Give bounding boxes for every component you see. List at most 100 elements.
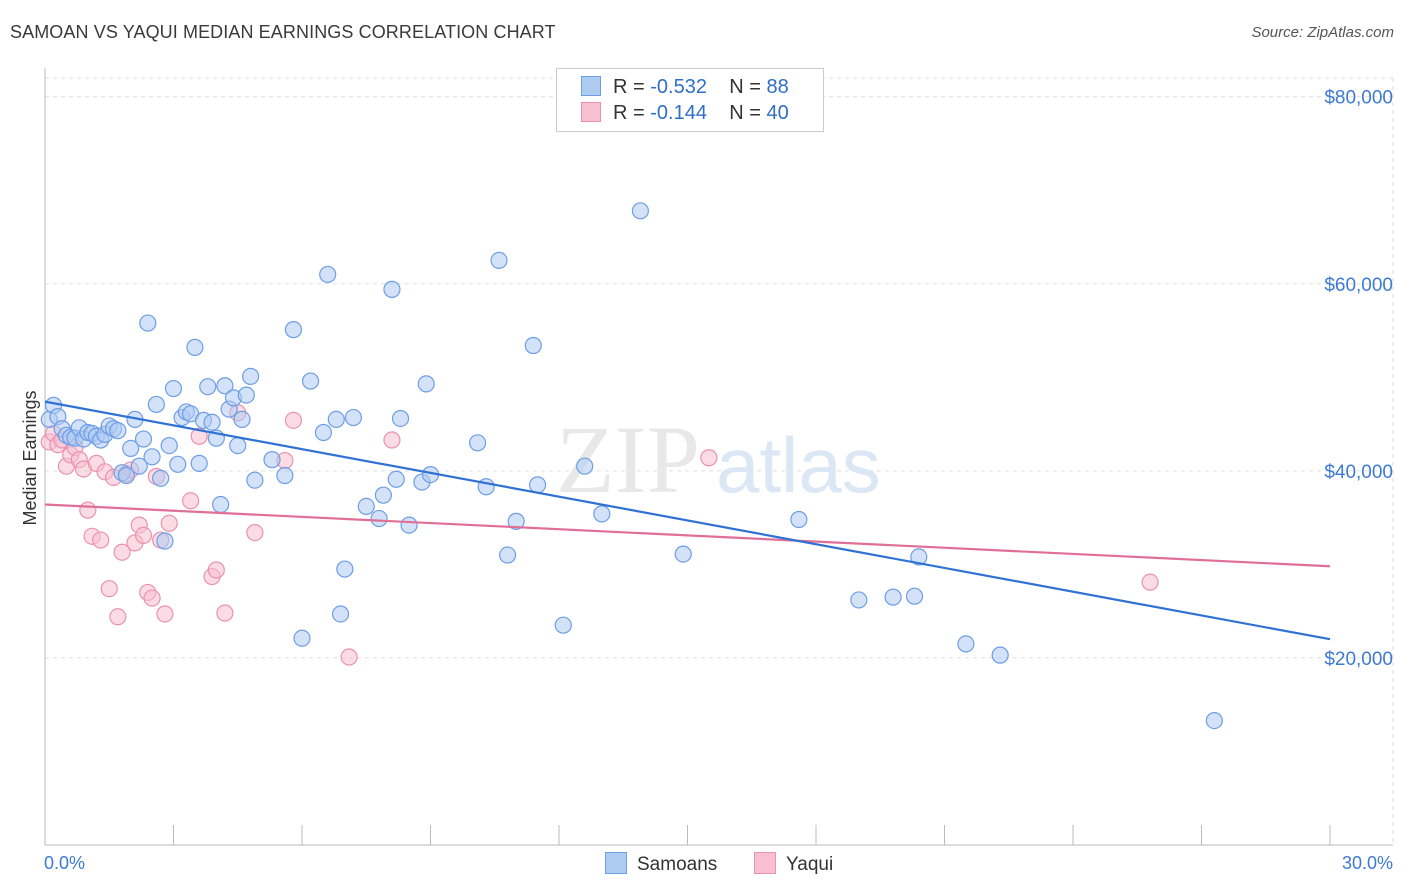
legend-row-samoans: R = -0.532 N = 88 [581, 76, 789, 100]
chart-title: SAMOAN VS YAQUI MEDIAN EARNINGS CORRELAT… [10, 22, 556, 42]
legend-row-yaqui: R = -0.144 N = 40 [581, 102, 789, 126]
samoan-point [991, 646, 1009, 664]
y-tick-label: $80,000 [1324, 88, 1393, 109]
yaqui-point [79, 501, 97, 519]
samoan-point [190, 454, 208, 472]
samoan-point [139, 314, 157, 332]
samoan-point [263, 451, 281, 469]
samoan-point [327, 410, 345, 429]
samoan-point [314, 423, 333, 442]
samoan-point [524, 336, 542, 355]
samoan-point [143, 448, 161, 466]
y-tick-labels: $20,000 $40,000 $60,000 $80,000 [1324, 88, 1393, 670]
samoan-point [374, 486, 392, 504]
yaqui-point [156, 605, 174, 623]
samoans-r-value: -0.532 [650, 76, 707, 98]
yaqui-legend-swatch [754, 852, 776, 874]
samoan-point [156, 532, 174, 550]
samoans-trend-line [44, 400, 1331, 641]
y-axis-label: Median Earnings [20, 390, 40, 525]
yaqui-point [134, 526, 153, 544]
samoan-point [237, 386, 255, 404]
samoan-point [850, 591, 868, 609]
yaqui-trend-line [44, 503, 1331, 568]
samoan-point [242, 367, 260, 385]
yaqui-n-value: 40 [766, 102, 789, 124]
samoan-point [164, 379, 183, 398]
samoan-point [233, 410, 251, 429]
n-label: N = [729, 102, 761, 124]
legend-item-yaqui[interactable]: Yaqui [754, 852, 833, 876]
samoan-point [957, 635, 975, 653]
samoan-point [122, 439, 140, 458]
legend-item-samoans[interactable]: Samoans [605, 852, 717, 876]
yaqui-point [92, 531, 110, 549]
samoan-point [109, 422, 127, 440]
y-tick-label: $60,000 [1324, 275, 1393, 296]
samoan-point [199, 378, 217, 396]
samoan-point [169, 455, 187, 473]
yaqui-point [113, 543, 131, 561]
samoan-point [160, 436, 178, 455]
r-label: R = [613, 102, 645, 124]
trend-lines [44, 400, 1331, 641]
r-label: R = [613, 76, 645, 98]
yaqui-point [109, 608, 127, 626]
samoan-point [499, 546, 517, 564]
yaqui-points [40, 404, 1159, 666]
samoans-swatch [581, 76, 601, 96]
samoan-point [212, 495, 230, 514]
samoan-point [593, 505, 611, 523]
samoan-point [336, 560, 354, 578]
yaqui-point [143, 589, 161, 607]
yaqui-point [383, 431, 401, 449]
samoan-point [490, 251, 508, 269]
samoan-point [554, 616, 572, 634]
x-tick-label-min: 0.0% [44, 853, 85, 873]
samoan-point [905, 587, 924, 605]
samoan-point [391, 409, 410, 428]
y-tick-label: $40,000 [1324, 462, 1393, 483]
yaqui-legend-label: Yaqui [786, 854, 834, 875]
samoan-point [417, 375, 435, 393]
samoan-point [293, 629, 311, 647]
samoan-point [387, 470, 405, 488]
samoan-point [130, 457, 148, 475]
samoan-point [400, 516, 418, 534]
watermark-atlas: atlas [716, 421, 881, 509]
samoan-point [319, 265, 337, 284]
yaqui-point [700, 449, 718, 467]
samoan-point [507, 512, 525, 530]
samoan-point [631, 202, 649, 220]
yaqui-point [207, 561, 225, 579]
yaqui-point [160, 514, 178, 532]
samoan-point [1205, 711, 1223, 730]
yaqui-point [1141, 573, 1159, 591]
yaqui-point [182, 492, 200, 510]
yaqui-point [284, 411, 303, 429]
watermark-zip: ZIP [556, 406, 700, 513]
samoan-point [276, 466, 294, 485]
samoan-points [40, 202, 1223, 730]
yaqui-swatch [581, 102, 601, 122]
samoan-point [357, 497, 375, 515]
samoans-legend-label: Samoans [637, 854, 718, 875]
samoan-point [117, 466, 135, 485]
yaqui-r-value: -0.144 [650, 102, 707, 124]
samoan-point [216, 377, 234, 395]
watermark: ZIP atlas [556, 406, 881, 513]
samoan-point [344, 408, 362, 427]
n-label: N = [729, 76, 761, 98]
samoan-point [910, 548, 928, 566]
samoan-point [383, 280, 401, 298]
samoan-point [884, 588, 902, 606]
samoan-point [674, 545, 692, 563]
y-tick-label: $20,000 [1324, 649, 1393, 670]
samoan-point [203, 413, 221, 431]
correlation-legend: R = -0.532 N = 88 R = -0.144 N = 40 [556, 68, 824, 132]
samoan-point [186, 338, 204, 356]
yaqui-point [190, 427, 208, 445]
samoan-point [576, 457, 594, 475]
samoan-point [246, 471, 264, 489]
samoan-point [284, 321, 303, 339]
